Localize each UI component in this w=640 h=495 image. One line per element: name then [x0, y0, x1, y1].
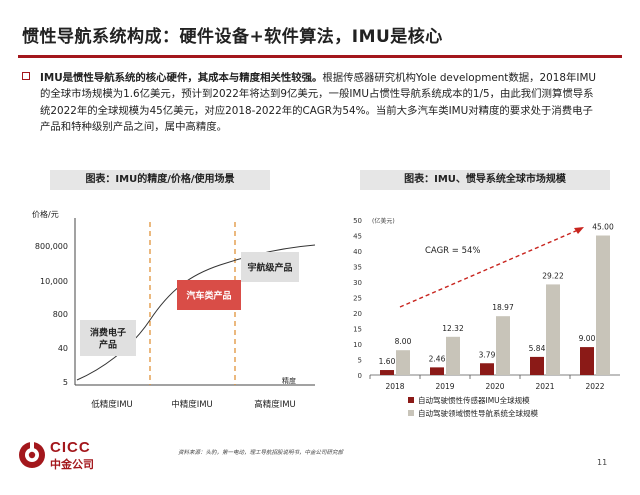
bar-value-label: 12.32: [442, 324, 464, 333]
imu-precision-chart: 价格/元 5 40 800 10,000 800,000 消费电子产品 汽车类产品 宇航级产…: [32, 209, 316, 410]
right-x-category-label: 2021: [535, 382, 554, 391]
left-x-category-label: 低精度IMU: [91, 399, 133, 410]
left-x-axis-label: 精度: [282, 376, 296, 385]
right-y-tick-label: 30: [353, 279, 362, 287]
left-y-tick-label: 5: [63, 378, 68, 387]
market-size-chart: (亿美元) 0 5 10 15 20 25 30 35 40 45 50 1.60 2.46 3.79 5…: [353, 217, 620, 418]
bar-imu: [480, 363, 494, 375]
right-x-category-label: 2020: [485, 382, 504, 391]
right-unit-label: (亿美元): [372, 217, 395, 225]
slide-title: 惯性导航系统构成：硬件设备+软件算法，IMU是核心: [22, 27, 443, 47]
legend-label: 自动驾驶领域惯性导航系统全球规模: [418, 408, 538, 418]
left-x-categories: 低精度IMU 中精度IMU 高精度IMU: [91, 399, 296, 410]
right-panel-title: 图表：IMU、惯导系统全球市场规模: [360, 170, 610, 190]
bullet-lead: IMU是惯性导航系统的核心硬件，其成本与精度相关性较强。: [40, 72, 323, 84]
scenario-box: [80, 320, 136, 356]
bar-value-label: 9.00: [579, 334, 596, 343]
left-y-axis-label: 价格/元: [32, 209, 59, 219]
bar-ins: [546, 284, 560, 375]
left-y-tick-label: 10,000: [40, 277, 68, 286]
left-x-category-label: 高精度IMU: [254, 399, 296, 410]
cagr-arrow-head-icon: [574, 227, 584, 234]
right-y-tick-label: 0: [358, 372, 362, 380]
right-bars: 1.60 2.46 3.79 5.84 9.00 8.00 12.32 18.97 29.22 4…: [379, 223, 614, 375]
left-y-tick-label: 800: [53, 310, 68, 319]
bar-value-label: 5.84: [529, 344, 546, 353]
right-x-category-label: 2019: [435, 382, 454, 391]
bar-imu: [380, 370, 394, 375]
right-y-tick-label: 10: [353, 341, 362, 349]
right-y-tick-label: 15: [353, 326, 362, 334]
scenario-box-label: 汽车类产品: [186, 290, 231, 302]
right-y-tick-label: 25: [353, 295, 362, 303]
right-y-tick-label: 20: [353, 310, 362, 318]
right-x-category-label: 2018: [385, 382, 404, 391]
right-x-categories: 2018 2019 2020 2021 2022: [369, 375, 605, 391]
cagr-annotation: CAGR = 54%: [425, 246, 481, 256]
scenario-box-label: 消费电子: [90, 327, 126, 339]
right-y-ticks: 0 5 10 15 20 25 30 35 40 45 50: [353, 217, 362, 380]
bar-value-label: 18.97: [492, 303, 514, 312]
right-y-tick-label: 45: [353, 233, 362, 241]
bullet-square-icon: [22, 72, 30, 80]
right-y-tick-label: 5: [358, 357, 362, 365]
legend-label: 自动驾驶惯性传感器IMU全球规模: [418, 395, 530, 405]
cagr-arrow-line: [399, 229, 579, 308]
right-y-tick-label: 50: [353, 217, 362, 225]
bar-imu: [430, 367, 444, 375]
bar-value-label: 8.00: [395, 337, 412, 346]
right-x-category-label: 2022: [585, 382, 604, 391]
bar-ins: [446, 336, 460, 375]
bullet-body: 根据传感器研究机构Yole development数据，2018年IMU的全球市…: [40, 72, 597, 133]
bar-imu: [530, 356, 544, 375]
scenario-box: [241, 252, 299, 282]
logo-cn-text: 中金公司: [50, 458, 94, 471]
bar-ins: [396, 350, 410, 375]
legend-swatch: [408, 397, 414, 403]
bar-value-label: 3.79: [479, 350, 496, 359]
page-number: 11: [597, 458, 608, 467]
scenario-box: [177, 280, 241, 310]
bar-ins: [496, 316, 510, 375]
left-y-tick-label: 800,000: [35, 242, 68, 251]
left-panel-title: 图表：IMU的精度/价格/使用场景: [50, 170, 270, 190]
bar-value-label: 1.60: [379, 357, 396, 366]
left-scenario-boxes: 消费电子产品 汽车类产品 宇航级产品: [80, 252, 299, 356]
bar-value-label: 29.22: [542, 271, 564, 280]
right-y-tick-label: 40: [353, 248, 362, 256]
bullet-paragraph: IMU是惯性导航系统的核心硬件，其成本与精度相关性较强。根据传感器研究机构Yol…: [40, 70, 600, 135]
bar-imu: [580, 347, 594, 375]
bar-ins: [596, 235, 610, 375]
bar-value-label: 2.46: [429, 354, 446, 363]
source-note: 资料来源：头豹，第一电动，理工导航招股说明书，中金公司研究部: [178, 450, 344, 456]
logo-text: CICC: [50, 439, 91, 456]
left-y-ticks: 5 40 800 10,000 800,000: [35, 242, 68, 387]
scenario-box-label: 产品: [99, 339, 117, 351]
scenario-box-label: 宇航级产品: [247, 262, 292, 274]
left-x-category-label: 中精度IMU: [171, 399, 213, 410]
bar-value-label: 45.00: [592, 223, 614, 232]
cicc-logo: CICC 中金公司: [16, 438, 146, 478]
legend-swatch: [408, 410, 414, 416]
right-y-tick-label: 35: [353, 264, 362, 272]
left-y-tick-label: 40: [58, 344, 68, 353]
title-divider: [18, 55, 622, 58]
